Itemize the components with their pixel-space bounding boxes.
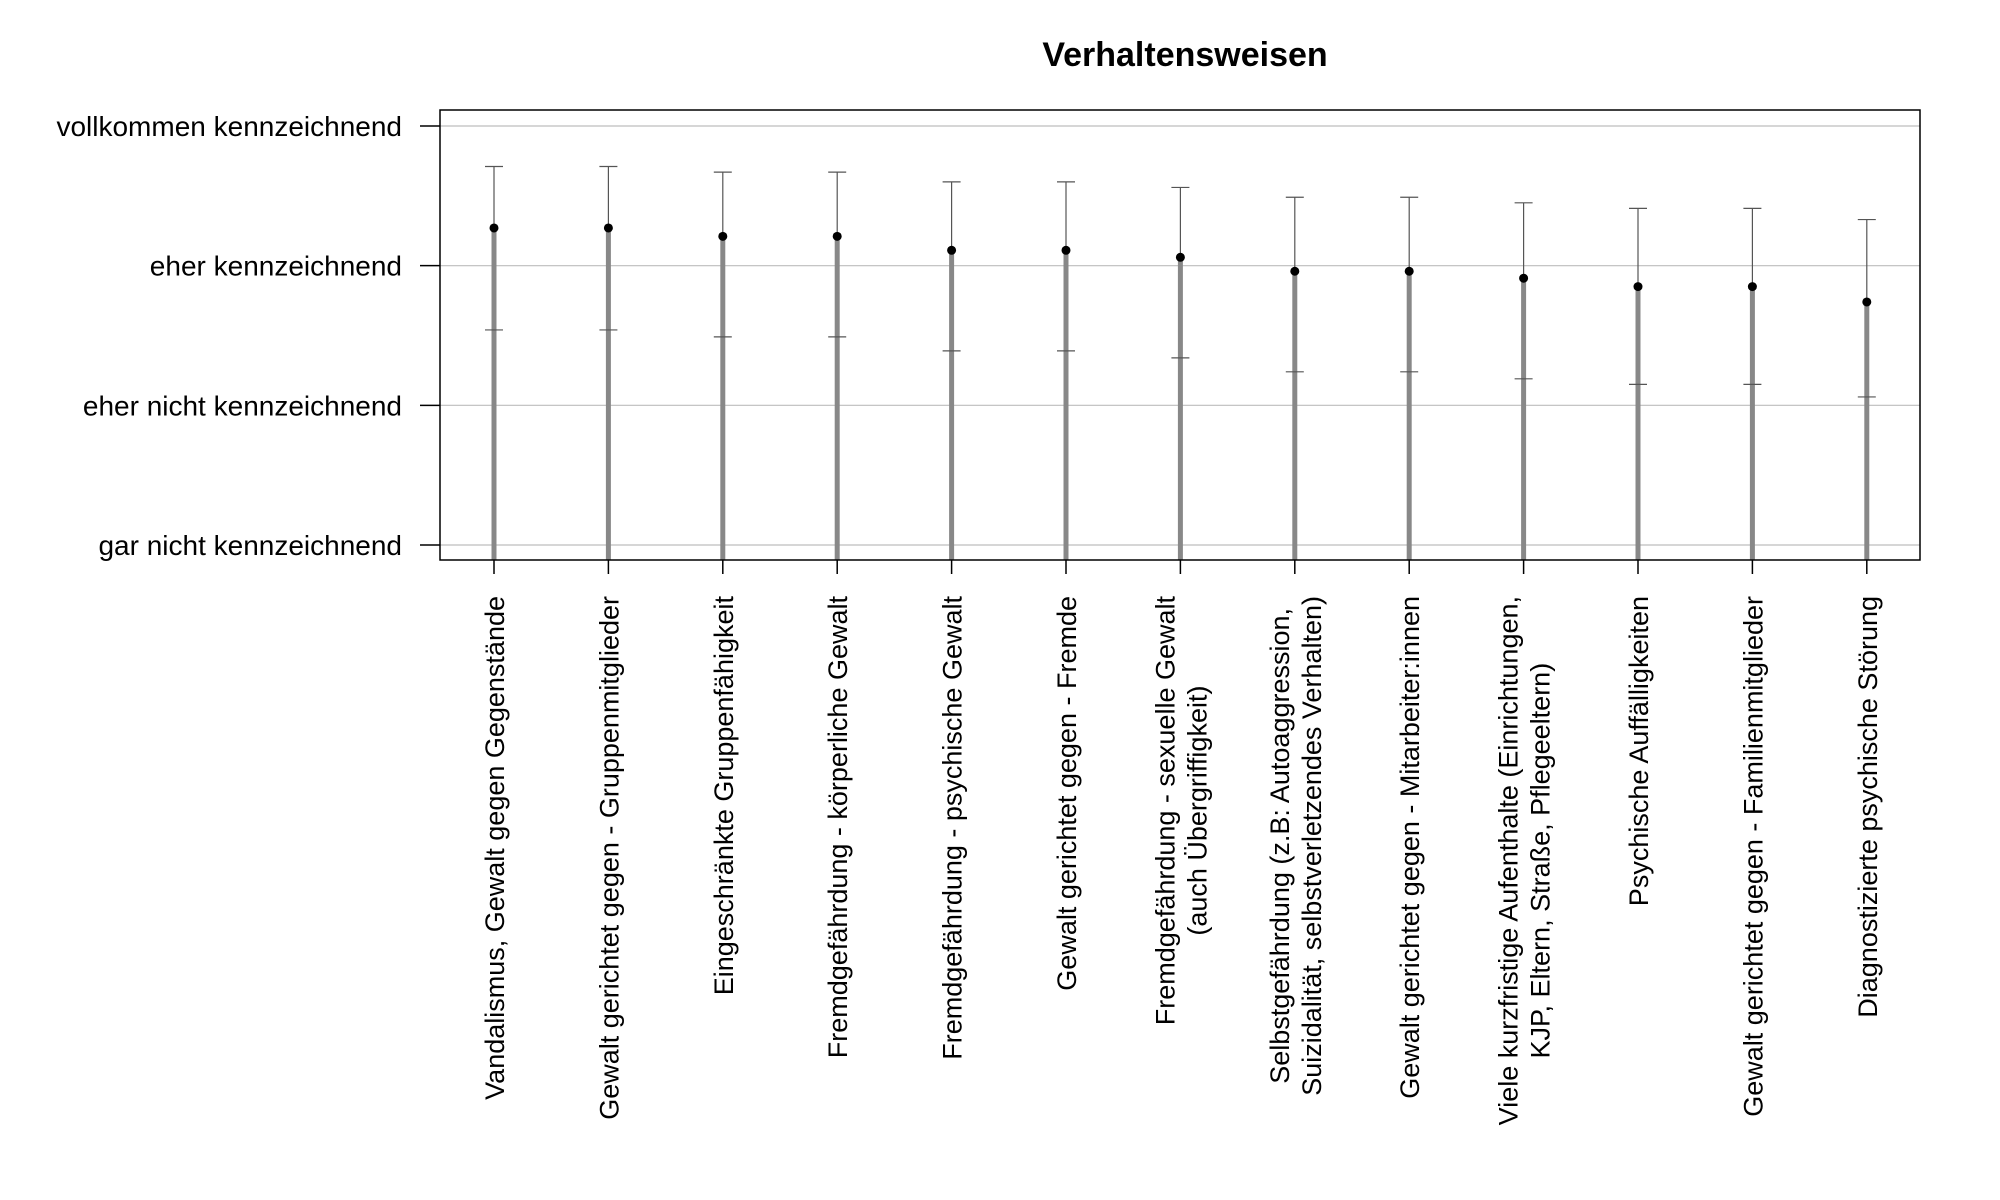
data-point — [1633, 282, 1643, 292]
x-tick-label: Gewalt gerichtet gegen - Familienmitglie… — [1738, 596, 1768, 1117]
y-tick-label: eher kennzeichnend — [150, 251, 402, 282]
x-tick-label: Fremdgefährdung - körperliche Gewalt — [823, 596, 853, 1059]
y-tick-label: eher nicht kennzeichnend — [83, 390, 402, 421]
x-tick-label-group: Gewalt gerichtet gegen - Gruppenmitglied… — [594, 596, 624, 1120]
y-axis: gar nicht kennzeichnend eher nicht kennze… — [56, 111, 440, 561]
x-tick-label: Gewalt gerichtet gegen - Gruppenmitglied… — [594, 596, 624, 1120]
x-tick-label-group: Viele kurzfristige Aufenthalte (Einricht… — [1494, 596, 1556, 1125]
x-tick-label-group: Gewalt gerichtet gegen - Mitarbeiter:inn… — [1395, 596, 1425, 1099]
x-tick-label: Vandalismus, Gewalt gegen Gegenstände — [480, 596, 510, 1100]
x-tick-label-group: Gewalt gerichtet gegen - Fremde — [1052, 596, 1082, 991]
data-point — [1747, 282, 1757, 292]
x-axis: Vandalismus, Gewalt gegen Gegenstände Gew… — [480, 560, 1883, 1125]
x-tick-label-group: Vandalismus, Gewalt gegen Gegenstände — [480, 596, 510, 1100]
x-tick-label-group: Gewalt gerichtet gegen - Familienmitglie… — [1738, 596, 1768, 1117]
data-point — [718, 231, 728, 241]
x-tick-label: Diagnostizierte psychische Störung — [1853, 596, 1883, 1018]
data-point — [947, 245, 957, 255]
error-bars — [485, 165, 1876, 560]
x-tick-label: Gewalt gerichtet gegen - Fremde — [1052, 596, 1082, 991]
data-point — [1862, 297, 1872, 307]
x-tick-label: Eingeschränkte Gruppenfähigkeit — [709, 596, 739, 996]
x-tick-label: Viele kurzfristige Aufenthalte (Einricht… — [1494, 596, 1524, 1125]
data-point — [489, 223, 499, 233]
data-point — [1290, 266, 1300, 276]
y-tick-label: gar nicht kennzeichnend — [98, 530, 402, 561]
x-tick-label-group: Psychische Auffälligkeiten — [1624, 596, 1654, 906]
y-tick-label: vollkommen kennzeichnend — [56, 111, 402, 142]
data-point — [1519, 273, 1529, 283]
x-tick-label-group: Eingeschränkte Gruppenfähigkeit — [709, 596, 739, 996]
x-tick-label-group: Fremdgefährdung - psychische Gewalt — [938, 596, 968, 1060]
x-tick-label: Suizidalität, selbstverletzendes Verhalt… — [1297, 596, 1327, 1096]
chart-title: Verhaltensweisen — [1042, 36, 1327, 74]
x-tick-label: Fremdgefährdung - sexuelle Gewalt — [1150, 596, 1180, 1026]
x-tick-label-group: Fremdgefährdung - körperliche Gewalt — [823, 596, 853, 1059]
x-tick-label: Psychische Auffälligkeiten — [1624, 596, 1654, 906]
data-point — [1404, 266, 1414, 276]
x-tick-label-group: Fremdgefährdung - sexuelle Gewalt (auch Ü… — [1150, 596, 1212, 1026]
x-tick-label: Selbstgefährdung (z.B: Autoaggression, — [1265, 608, 1295, 1084]
data-points — [489, 223, 1872, 307]
x-tick-label: (auch Übergriffigkeit) — [1182, 686, 1212, 936]
data-point — [832, 231, 842, 241]
x-tick-label: KJP, Eltern, Straße, Pflegeeltern) — [1526, 663, 1556, 1059]
data-point — [603, 223, 613, 233]
x-tick-label-group: Diagnostizierte psychische Störung — [1853, 596, 1883, 1018]
x-tick-label-group: Selbstgefährdung (z.B: Autoaggression, Su… — [1265, 596, 1327, 1096]
x-tick-label: Fremdgefährdung - psychische Gewalt — [938, 596, 968, 1060]
data-point — [1061, 245, 1071, 255]
x-tick-label: Gewalt gerichtet gegen - Mitarbeiter:inn… — [1395, 596, 1425, 1099]
data-point — [1175, 252, 1185, 262]
